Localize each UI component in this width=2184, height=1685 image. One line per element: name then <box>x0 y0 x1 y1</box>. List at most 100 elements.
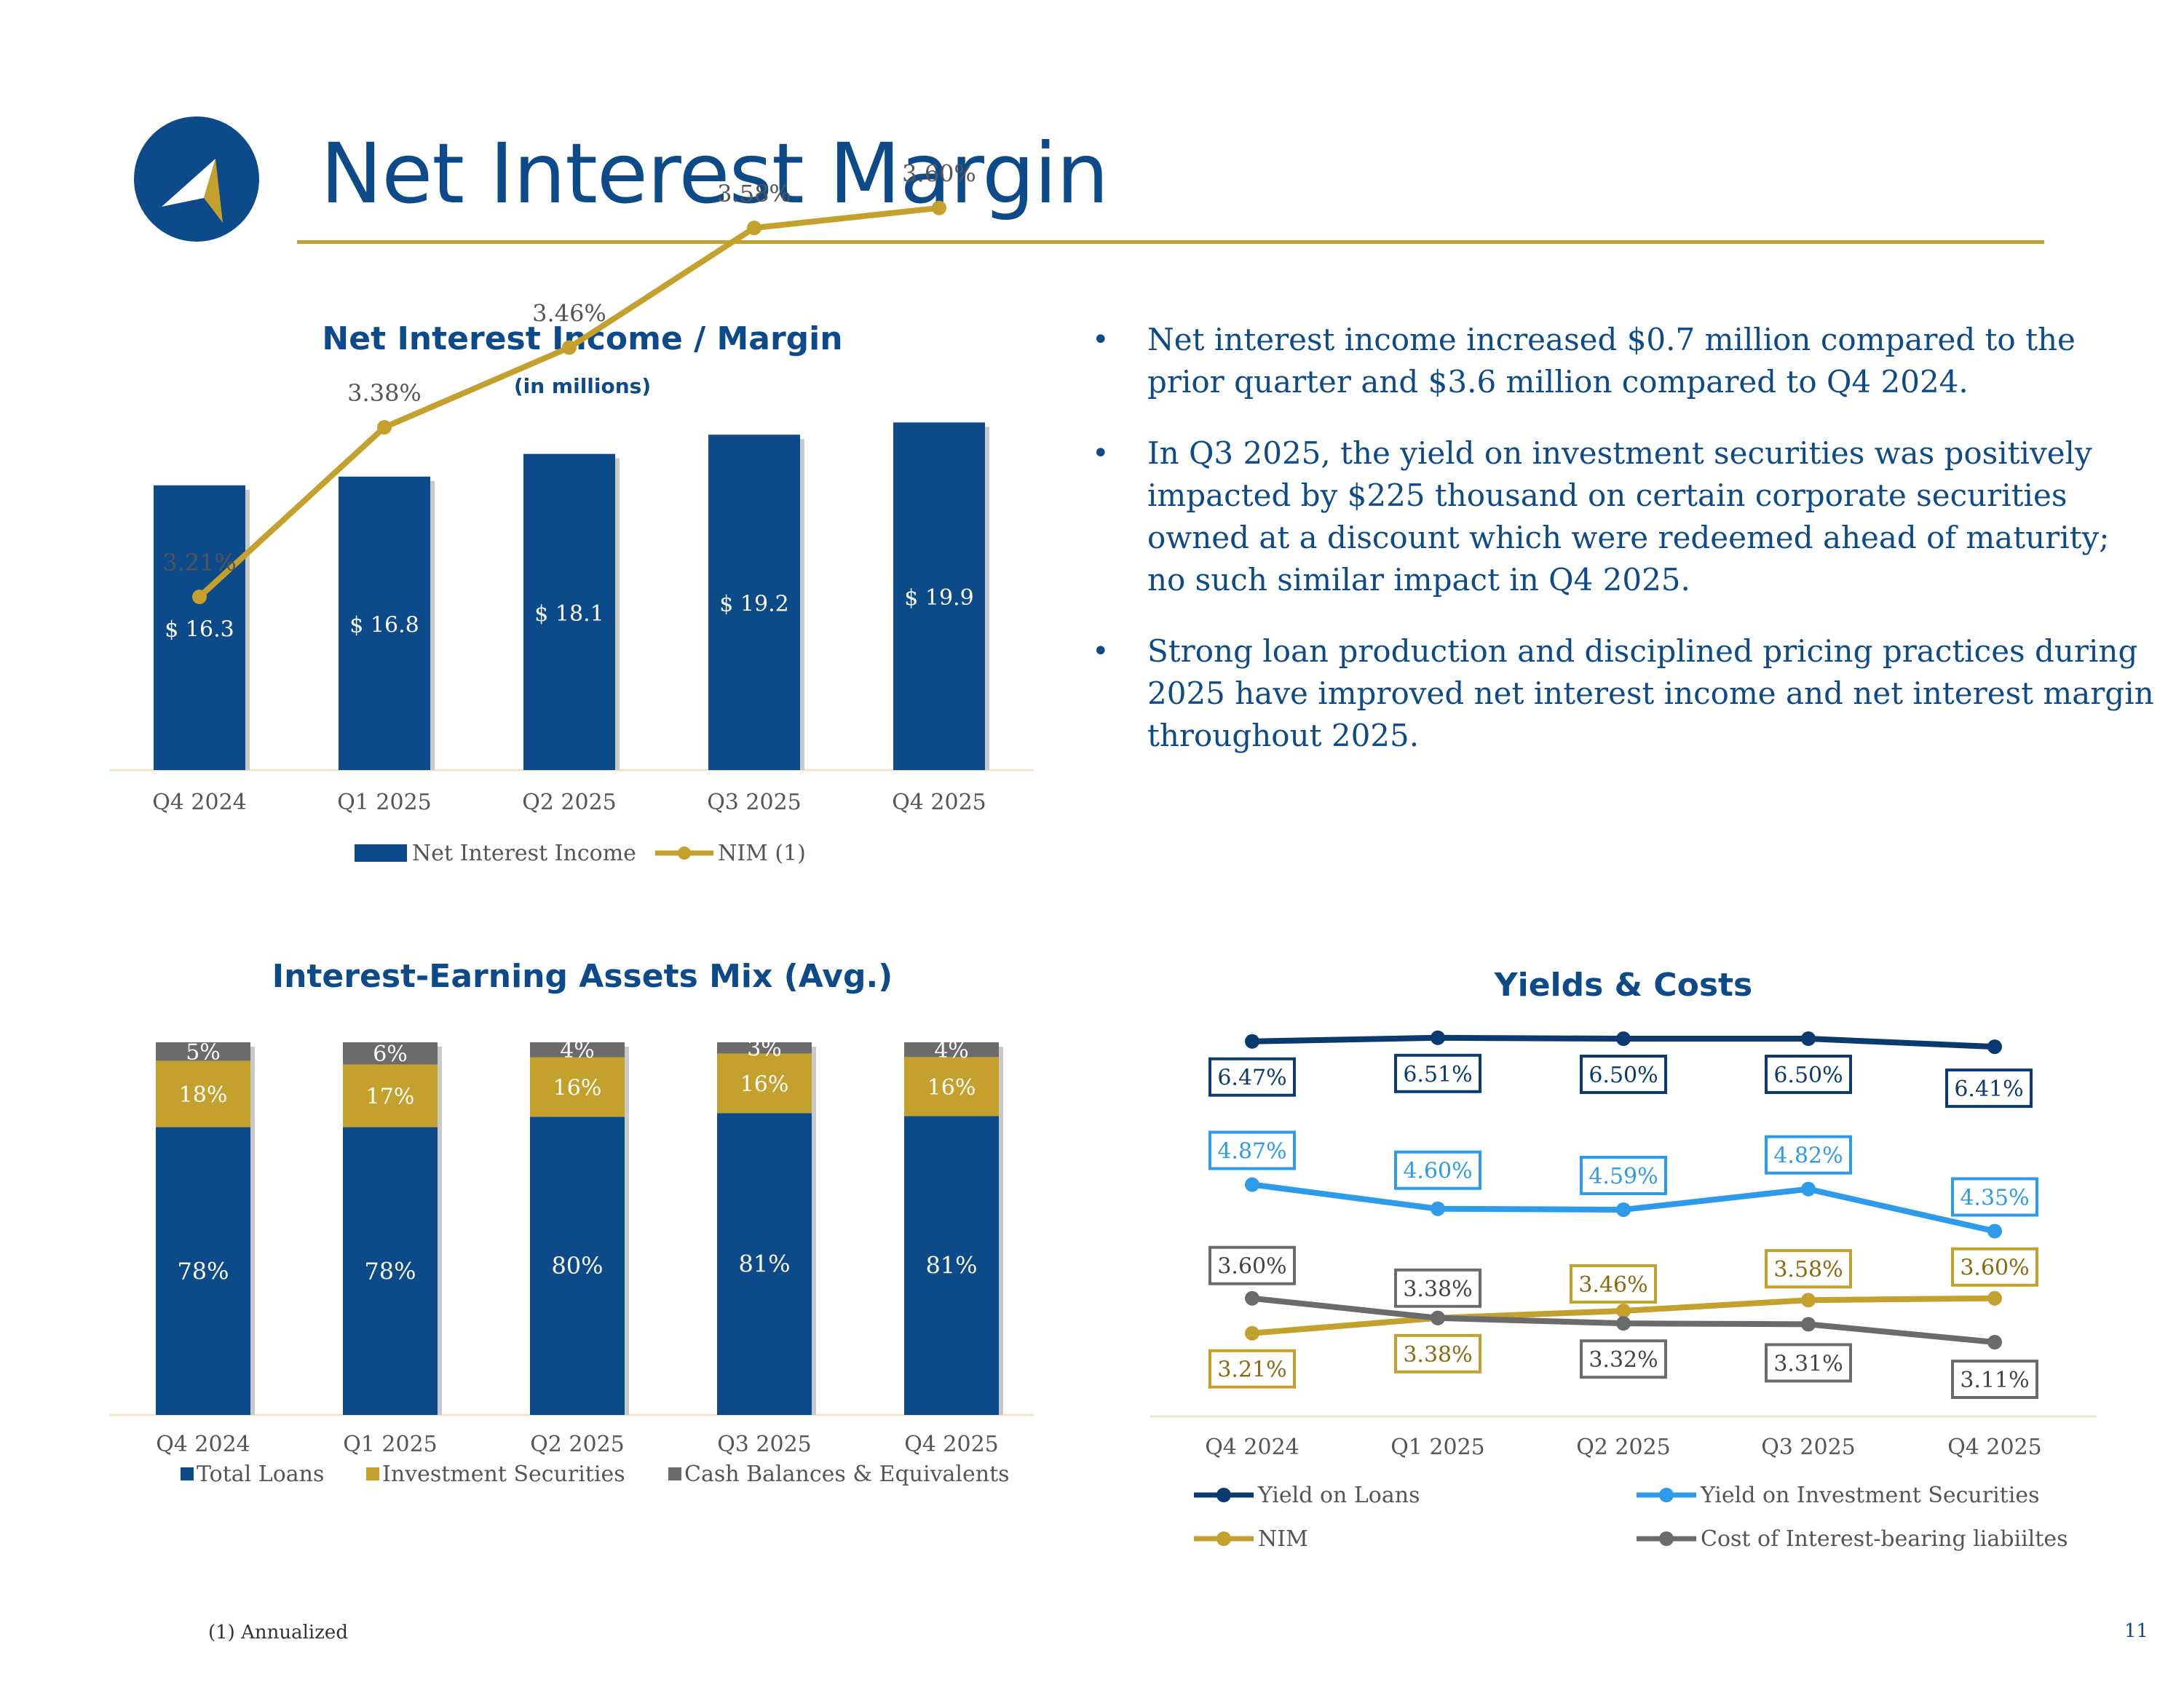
series-point <box>1616 1031 1631 1047</box>
nim-point <box>192 590 207 604</box>
data-label-box <box>1394 1150 1481 1190</box>
data-label-box <box>1570 1264 1657 1304</box>
legend-label-nii: Net Interest Income <box>412 841 636 866</box>
data-label: 6.41% <box>1954 1077 2023 1102</box>
title-divider <box>297 240 2044 244</box>
data-label: 3.58% <box>1773 1257 1843 1282</box>
series-point <box>1987 1335 2002 1349</box>
data-label-box <box>1394 1053 1481 1093</box>
data-label: 6.47% <box>1217 1066 1286 1091</box>
data-label: 3.11% <box>1960 1368 2029 1393</box>
legend-marker <box>1659 1488 1674 1502</box>
nii-bar <box>708 435 800 770</box>
legend-label-nim: NIM (1) <box>718 841 806 866</box>
legend-label: Yield on Loans <box>1257 1483 1420 1508</box>
data-label-box <box>1580 1155 1667 1195</box>
series-point <box>1431 1030 1445 1045</box>
segment-label: 3% <box>747 1036 782 1062</box>
legend-marker <box>1659 1531 1674 1546</box>
nim-data-label: 3.38% <box>347 379 422 407</box>
legend-label: Yield on Investment Securities <box>1700 1483 2039 1508</box>
data-label-box <box>1208 1349 1296 1389</box>
stacked-bar-segment <box>156 1127 250 1415</box>
data-label: 4.60% <box>1403 1159 1472 1184</box>
commentary-bullets: Net interest income increased $0.7 milli… <box>1092 319 2155 786</box>
legend-marker <box>1216 1488 1231 1502</box>
x-tick-label: Q2 2025 <box>522 790 617 815</box>
data-label-box <box>1208 1245 1296 1285</box>
x-tick-label: Q4 2024 <box>156 1432 250 1457</box>
series-point <box>1987 1039 2002 1055</box>
nim-data-label: 3.58% <box>717 180 791 207</box>
data-label: 4.87% <box>1217 1139 1286 1165</box>
segment-label: 18% <box>179 1082 228 1108</box>
segment-label: 16% <box>740 1071 789 1097</box>
data-label: 3.21% <box>1217 1357 1286 1383</box>
company-logo <box>134 116 259 242</box>
stacked-bar-segment <box>156 1042 250 1061</box>
stacked-bar-segment <box>156 1060 250 1127</box>
x-tick-label: Q4 2024 <box>1205 1435 1299 1460</box>
yields-costs-chart-title: Yields & Costs <box>1494 967 1753 1004</box>
segment-label: 81% <box>925 1252 977 1280</box>
series-point <box>1987 1290 2002 1306</box>
legend-label: Cash Balances & Equivalents <box>684 1462 1010 1487</box>
data-label-box <box>1765 1135 1852 1175</box>
segment-label: 17% <box>366 1085 415 1110</box>
stacked-bar-segment <box>904 1116 999 1415</box>
series-point <box>1431 1201 1445 1216</box>
data-label: 6.51% <box>1403 1062 1472 1087</box>
stacked-bar-segment <box>717 1113 812 1415</box>
nim-data-label: 3.46% <box>532 300 606 328</box>
series-point <box>1801 1181 1816 1197</box>
x-tick-label: Q4 2025 <box>1947 1435 2042 1460</box>
data-label-box <box>1394 1333 1481 1373</box>
series-point <box>1801 1031 1816 1047</box>
data-label: 6.50% <box>1773 1063 1843 1088</box>
segment-label: 80% <box>551 1252 603 1280</box>
series-point <box>1616 1316 1631 1331</box>
series-point <box>1245 1034 1259 1049</box>
stacked-bar-segment <box>343 1042 438 1065</box>
data-label-box <box>1951 1247 2038 1287</box>
footnote: (1) Annualized <box>208 1622 348 1644</box>
bullet-item: In Q3 2025, the yield on investment secu… <box>1092 432 2155 601</box>
segment-label: 5% <box>186 1040 221 1066</box>
segment-label: 81% <box>738 1250 790 1278</box>
x-tick-label: Q4 2025 <box>892 790 986 815</box>
segment-label: 4% <box>934 1038 969 1063</box>
data-label-box <box>1580 1055 1667 1095</box>
stacked-bar-segment <box>530 1117 625 1415</box>
segment-label: 78% <box>364 1257 416 1285</box>
nii-bar <box>339 476 430 770</box>
nii-bar-label: $ 16.8 <box>349 612 419 638</box>
legend-marker <box>1216 1531 1231 1546</box>
legend-label: Total Loans <box>197 1462 324 1487</box>
series-point <box>1431 1310 1445 1325</box>
legend-swatch-nii <box>355 844 407 862</box>
data-label-box <box>1208 1057 1296 1097</box>
nii-chart-subtitle: (in millions) <box>513 374 652 398</box>
segment-label: 6% <box>373 1042 408 1067</box>
nii-bar <box>154 485 245 770</box>
data-label-box <box>1765 1343 1852 1383</box>
nim-point <box>377 420 392 435</box>
nim-data-label: 3.21% <box>162 549 237 576</box>
stacked-bar-segment <box>343 1064 438 1127</box>
data-label-box <box>1765 1055 1852 1095</box>
segment-label: 78% <box>177 1257 229 1285</box>
data-label-box <box>1951 1360 2038 1399</box>
x-tick-label: Q1 2025 <box>1390 1435 1485 1460</box>
bullet-item: Net interest income increased $0.7 milli… <box>1092 319 2155 403</box>
nim-point <box>562 340 577 355</box>
segment-label: 4% <box>560 1038 595 1063</box>
stacked-bar-segment <box>343 1127 438 1415</box>
series-point <box>1245 1325 1259 1341</box>
legend-label: NIM <box>1258 1526 1308 1552</box>
x-tick-label: Q1 2025 <box>343 1432 438 1457</box>
stacked-bar-segment <box>717 1042 812 1054</box>
page-number: 11 <box>2124 1620 2149 1642</box>
data-label: 3.31% <box>1773 1351 1843 1376</box>
data-label: 3.38% <box>1403 1277 1472 1302</box>
